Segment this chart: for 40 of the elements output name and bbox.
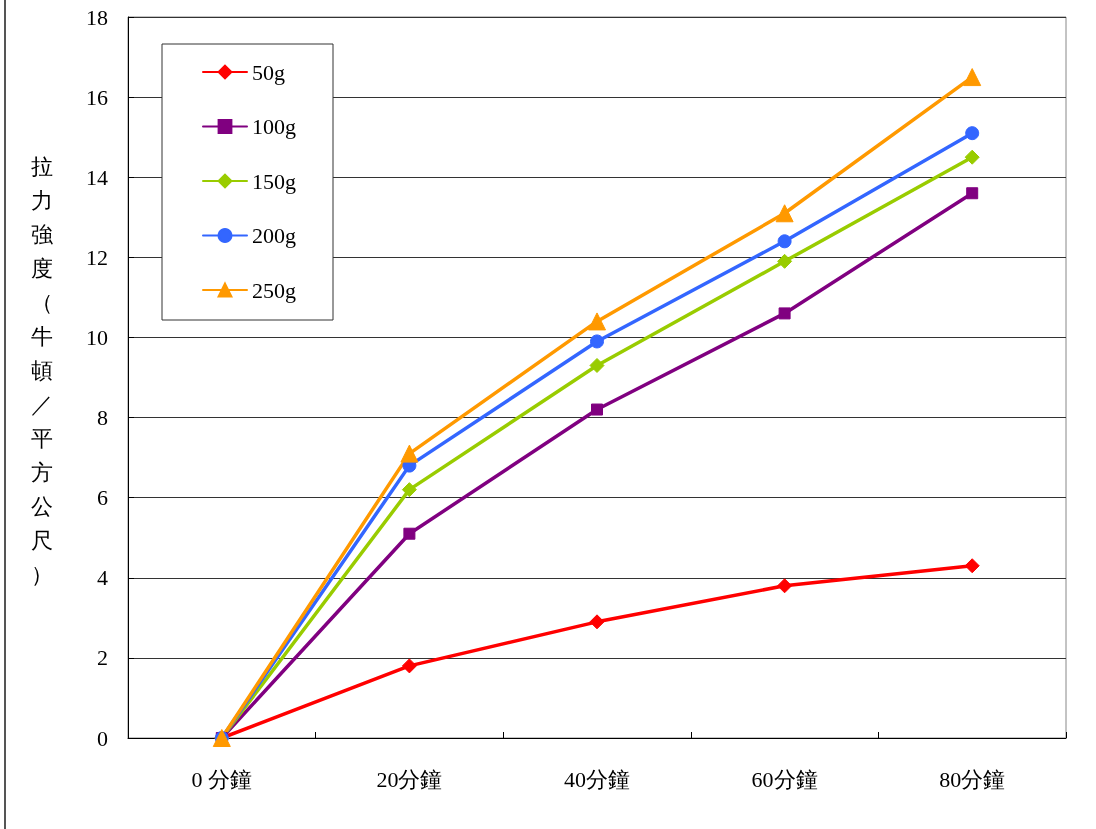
point [401,658,417,674]
y-tick-label: 0 [97,725,108,751]
y-tick-label: 6 [97,485,108,511]
point [966,187,979,200]
text: 拉力強度（牛頓／平方公尺） [31,154,53,587]
y-tick-label: 8 [97,405,108,431]
point [589,614,605,630]
point [591,403,603,416]
point [777,253,793,269]
point [777,234,792,249]
point [777,578,793,594]
x-tick-label: 60分鐘 [751,766,818,792]
x-tick-label: 0 分鐘 [191,766,253,792]
y-tick-label: 18 [86,4,108,30]
y-tick-label: 14 [86,164,108,190]
y-tick-label: 2 [97,645,108,671]
point [403,527,416,540]
point [778,307,791,320]
point [964,149,980,165]
point [400,444,419,463]
point [964,558,980,574]
legend-label: 150g [252,168,296,194]
legend-label: 100g [252,114,296,139]
point [401,482,417,498]
y-tick-label: 10 [86,324,108,350]
legend-label: 200g [252,223,296,248]
point [589,357,605,373]
legend-label: 50g [252,59,285,85]
point [775,204,794,223]
y-tick-label: 16 [86,84,108,110]
point [965,126,980,141]
y-tick-label: 4 [97,565,108,591]
x-tick-label: 40分鐘 [564,766,630,792]
point [588,312,606,331]
legend-label: 250g [252,277,296,303]
point [963,68,982,87]
x-tick-label: 20分鐘 [376,766,443,792]
point [590,334,604,349]
x-tick-label: 80分鐘 [939,766,1006,792]
y-tick-label: 12 [86,244,108,270]
